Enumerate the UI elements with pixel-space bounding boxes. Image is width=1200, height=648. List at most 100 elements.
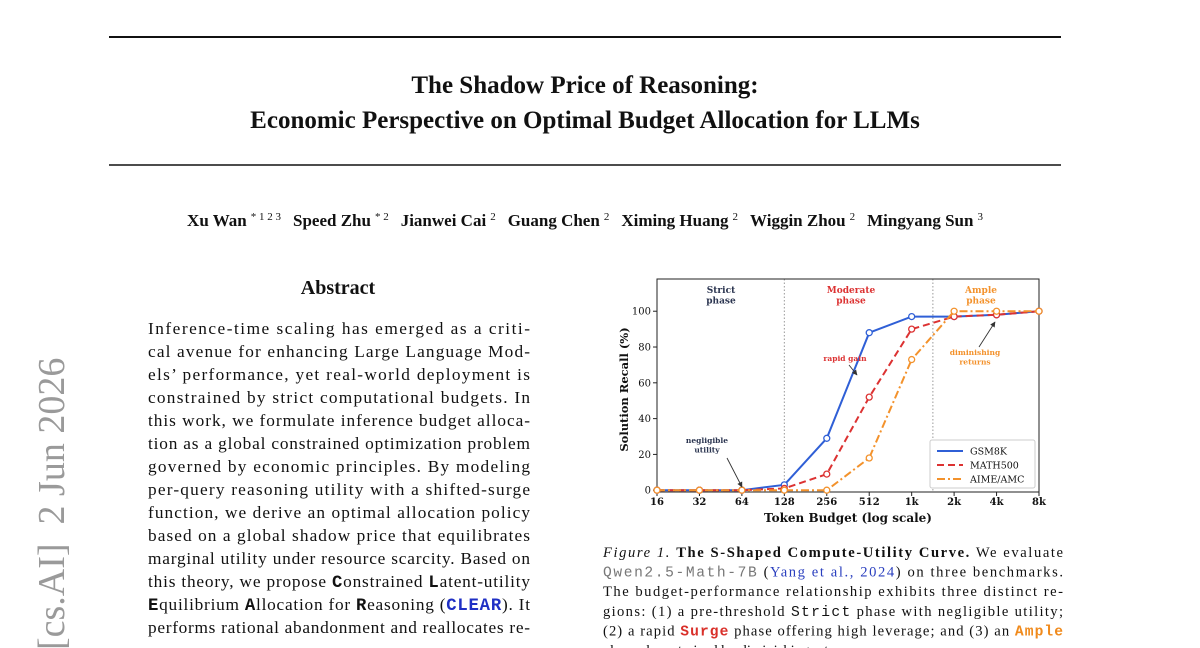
text-segment: quilibrium [159,595,244,614]
text-segment: CLEAR [446,597,502,616]
series-marker [823,486,831,494]
author-affiliation: 3 [977,211,983,223]
text-segment: Ample [1015,624,1063,640]
author-name: Mingyang Sun [867,211,974,230]
text-line: Figure 1. The S-Shaped Compute-Utility C… [602,545,1063,561]
text-line: governed by economic principles. By mode… [148,457,530,476]
author-affiliation: 2 [490,211,496,223]
x-tick-label: 2k [947,497,962,508]
series-marker [950,307,958,315]
author-affiliation: * 2 [375,211,389,223]
series-marker [908,312,916,321]
text-line: The budget-performance relationship exhi… [603,584,1063,600]
text-segment: marginal utility under resource scarcity… [148,549,530,568]
text-segment: Strict [791,605,850,621]
text-segment: Qwen2.5-Math-7B [603,566,757,582]
annotation: negligible [686,436,728,445]
annotation: diminishing [950,348,1001,357]
text-line: gions: (1) a pre-threshold Strict phase … [603,604,1063,621]
series-marker [865,329,873,337]
series-marker [780,486,788,494]
phase-label: phase [706,297,736,307]
text-segment: phase characterized by diminishing retur… [603,643,857,648]
text-segment: ( [758,565,768,581]
series-marker [865,393,873,401]
series-marker [823,470,831,478]
text-line: (2) a rapid Surge phase offering high le… [603,623,1063,640]
series-marker [738,486,746,494]
text-segment [671,545,675,561]
x-tick-label: 1k [905,497,920,508]
text-segment: ). It [502,595,530,614]
text-segment: We evaluate [971,545,1063,561]
text-line: phase characterized by diminishing retur… [603,643,857,648]
text-segment: Figure 1. [602,545,669,561]
annotation-arrow [726,457,743,488]
y-tick-label: 60 [638,378,651,389]
author-affiliation: 2 [733,211,739,223]
x-tick-label: 16 [650,497,664,508]
author-name: Xu Wan [187,211,247,230]
text-line: function, we derive an optimal allocatio… [148,503,530,522]
text-line: Equilibrium Allocation for Reasoning (CL… [148,595,530,616]
text-segment: constrained by strict computational budg… [148,388,530,407]
text-line: this work, we formulate inference budget… [148,411,530,430]
text-segment: tion as a global constrained optimizatio… [148,434,531,453]
figure-chart: 0 20 40 60 80 100 16 32 64 128 256 512 1k 2k 4k 8k Token… [617,278,1047,525]
text-segment: governed by economic principles. By mode… [148,457,530,476]
text-segment: onstrained [343,572,427,591]
author-name: Ximing Huang [621,211,729,230]
text-line: based on a global shadow price that equi… [148,526,530,545]
x-tick-label: 512 [859,497,880,508]
text-segment: llocation for [256,595,355,614]
x-tick-label: 128 [774,497,795,508]
author-affiliation: * 1 2 3 [251,211,282,223]
series-marker [653,486,661,494]
text-line: Qwen2.5-Math-7B (Yang et al., 2024) on t… [603,565,1063,582]
text-line: marginal utility under resource scarcity… [148,549,530,568]
series-marker [1035,307,1043,315]
series-line [657,310,1039,492]
series-marker [695,486,704,494]
text-segment: easoning ( [367,595,446,614]
author-name: Jianwei Cai [401,211,487,230]
text-segment: Yang et al., 2024 [770,565,895,581]
annotation-arrow [978,321,996,348]
phase-label: Ample [964,286,997,296]
text-line: this theory, we propose Constrained Late… [148,572,530,593]
legend-label: AIME/AMC [969,475,1024,486]
series-marker [908,355,916,364]
text-segment: R [356,597,367,616]
text-segment: A [245,597,256,616]
text-segment: E [148,597,158,616]
text-line: Inference-time scaling has emerged as a … [148,319,530,338]
legend-label: GSM8K [970,447,1008,458]
y-tick-label: 40 [638,414,651,425]
text-line: els’ performance, yet real-world deploym… [148,365,530,384]
text-line: performs rational abandonment and reallo… [148,618,530,637]
text-segment: L [428,574,438,593]
y-tick-label: 100 [632,307,651,318]
text-segment: per-query reasoning utility with a shift… [148,480,530,499]
x-tick-label: 32 [692,497,706,508]
x-tick-label: 4k [990,497,1005,508]
text-segment: phase offering high leverage; and (3) an [729,623,1013,639]
paper-title: The Shadow Price of Reasoning: [411,72,758,99]
arxiv-stamp: [cs.AI] 2 Jun 2026 [31,358,73,648]
author-list: Xu Wan * 1 2 3 Speed Zhu * 2 Jianwei Cai 2 Gua… [187,211,983,230]
y-tick-label: 0 [645,486,651,497]
y-axis-label: Solution Recall (%) [617,327,631,451]
text-segment: function, we derive an optimal allocatio… [148,503,530,522]
phase-label: Strict [707,286,736,296]
x-tick-label: 64 [735,497,749,508]
phase-label: phase [836,297,866,307]
text-line: tion as a global constrained optimizatio… [148,434,531,453]
series-line [657,310,1040,492]
annotation: rapid gain [823,354,867,363]
author-name: Speed Zhu [293,211,371,230]
text-segment: Inference-time scaling has emerged as a … [148,319,530,338]
x-axis-label: Token Budget (log scale) [764,511,932,525]
text-segment: ) on three benchmarks. [896,565,1063,581]
